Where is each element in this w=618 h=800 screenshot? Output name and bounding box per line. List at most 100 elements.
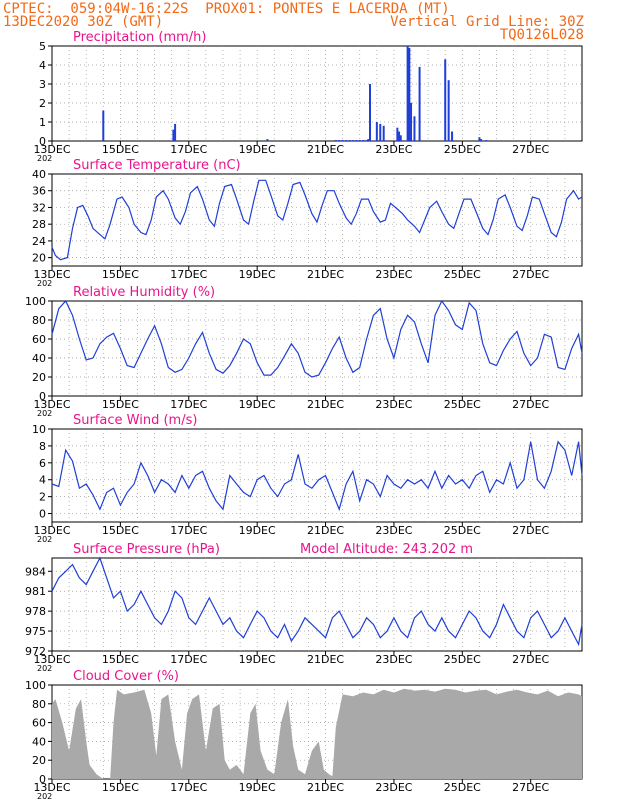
wind-ytick-label: 0	[39, 508, 46, 521]
pressure-xtick-label: 27DEC	[512, 653, 549, 666]
pressure-xtick-label: 15DEC	[102, 653, 139, 666]
temp-ytick-label: 32	[32, 201, 46, 214]
cloud-xtick-label: 15DEC	[102, 781, 139, 794]
pressure-ytick-label: 975	[25, 625, 46, 638]
precip-xtick-label: 27DEC	[512, 143, 549, 156]
wind-xtick-label: 23DEC	[375, 524, 412, 537]
wind-xtick-label: 17DEC	[170, 524, 207, 537]
cloud-ytick-label: 100	[25, 679, 46, 692]
rh-panel: 0 20 40 60 80 100 13DEC 15DEC 17DEC 19DEC 21DEC 23D…	[25, 285, 583, 418]
rh-ytick-label: 40	[32, 352, 46, 365]
wind-panel: 0 2 4 6 8 10 13DEC 15DEC 17DEC 19DEC 21DEC 23DEC 25D…	[32, 413, 583, 544]
wind-ytick-label: 8	[39, 440, 46, 453]
pressure-ytick-label: 978	[25, 605, 46, 618]
precip-bar	[418, 66, 421, 141]
precip-bar	[174, 123, 177, 141]
cloud-xtick-label: 13DEC	[33, 781, 70, 794]
temp-xtick-label: 13DEC	[33, 268, 70, 281]
precip-xtick-label: 17DEC	[170, 143, 207, 156]
pressure-panel: 972 975 978 981 984 13DEC 15DEC 17DEC 19DEC 21DEC…	[25, 542, 583, 673]
precip-xtick-label: 21DEC	[307, 143, 344, 156]
precip-title: Precipitation (mm/h)	[73, 30, 206, 45]
precip-bar	[355, 140, 358, 141]
wind-series-line	[51, 440, 583, 512]
precip-ytick-label: 3	[39, 78, 46, 91]
rh-xtick-label: 23DEC	[375, 398, 412, 411]
precip-bar	[399, 135, 402, 141]
temp-panel: 20 24 28 32 36 40 13DEC 15DEC 17DEC 19DEC 21DEC 23D…	[32, 158, 583, 288]
wind-ytick-label: 10	[32, 423, 46, 436]
precip-bar	[266, 139, 269, 141]
precip-bar	[413, 116, 416, 141]
temp-xtick-label: 21DEC	[307, 268, 344, 281]
cloud-panel: 0 20 40 60 80 100 13DEC 15DEC 17DEC 19DEC 21DEC 23D…	[25, 669, 583, 800]
precip-ytick-label: 4	[39, 59, 46, 72]
precip-bar	[406, 46, 409, 141]
pressure-title: Surface Pressure (hPa)	[73, 542, 220, 557]
precip-year-label: 202	[37, 154, 52, 163]
rh-ytick-label: 60	[32, 333, 46, 346]
wind-xtick-label: 15DEC	[102, 524, 139, 537]
precip-bar	[447, 80, 450, 141]
cloud-xtick-label: 25DEC	[444, 781, 481, 794]
rh-xtick-label: 17DEC	[170, 398, 207, 411]
precip-bar	[451, 131, 454, 141]
precip-bar	[444, 59, 447, 141]
precip-bar	[338, 140, 341, 141]
precip-bar	[379, 123, 382, 141]
rh-frame	[51, 300, 583, 397]
temp-ytick-label: 28	[32, 218, 46, 231]
precip-bar	[102, 110, 105, 141]
precip-bar	[345, 140, 348, 141]
rh-xtick-label: 25DEC	[444, 398, 481, 411]
precip-ytick-label: 5	[39, 40, 46, 53]
rh-ytick-label: 80	[32, 314, 46, 327]
temp-xtick-label: 19DEC	[239, 268, 276, 281]
cloud-ytick-label: 40	[32, 735, 46, 748]
temp-xtick-label: 17DEC	[170, 268, 207, 281]
temp-ytick-label: 36	[32, 185, 46, 198]
cloud-xtick-label: 17DEC	[170, 781, 207, 794]
precip-bar	[408, 47, 411, 141]
pressure-ytick-label: 972	[25, 645, 46, 658]
precip-bar	[365, 140, 368, 141]
precip-bar	[480, 139, 483, 141]
temp-ytick-label: 24	[32, 235, 46, 248]
rh-xtick-label: 27DEC	[512, 398, 549, 411]
wind-xtick-label: 25DEC	[444, 524, 481, 537]
cloud-ytick-label: 80	[32, 698, 46, 711]
temp-xtick-label: 25DEC	[444, 268, 481, 281]
temp-frame	[51, 173, 583, 267]
rh-title: Relative Humidity (%)	[73, 285, 215, 300]
temp-xtick-label: 23DEC	[375, 268, 412, 281]
precip-xtick-label: 23DEC	[375, 143, 412, 156]
rh-xtick-label: 15DEC	[102, 398, 139, 411]
cloud-title: Cloud Cover (%)	[73, 669, 179, 684]
precip-bar	[478, 137, 481, 141]
precip-xtick-label: 19DEC	[239, 143, 276, 156]
cloud-xtick-label: 21DEC	[307, 781, 344, 794]
rh-ytick-label: 100	[25, 295, 46, 308]
header-init-time: 13DEC2020 30Z (GMT)	[3, 14, 164, 30]
temp-ytick-label: 40	[32, 168, 46, 181]
temp-series-line	[51, 179, 583, 261]
pressure-xtick-label: 21DEC	[307, 653, 344, 666]
wind-frame	[51, 428, 583, 523]
precip-bar	[334, 140, 337, 141]
precip-bar	[369, 84, 371, 141]
wind-title: Surface Wind (m/s)	[73, 413, 197, 428]
precip-panel: 0 1 2 3 4 5 13DEC 15DEC 17DEC 19DEC 21DEC 23DEC 25DE…	[33, 30, 583, 163]
rh-xtick-label: 21DEC	[307, 398, 344, 411]
precip-bar	[375, 122, 378, 141]
precip-ytick-label: 1	[39, 116, 46, 129]
precip-bar	[358, 140, 361, 141]
precip-xtick-label: 25DEC	[444, 143, 481, 156]
cloud-ytick-label: 20	[32, 754, 46, 767]
wind-year-label: 202	[37, 535, 52, 544]
pressure-year-label: 202	[37, 664, 52, 673]
header-location: CPTEC: 059:04W-16:22S PROX01: PONTES E L…	[3, 1, 450, 17]
wind-xtick-label: 13DEC	[33, 524, 70, 537]
pressure-annotation: Model Altitude: 243.202 m	[300, 542, 473, 557]
